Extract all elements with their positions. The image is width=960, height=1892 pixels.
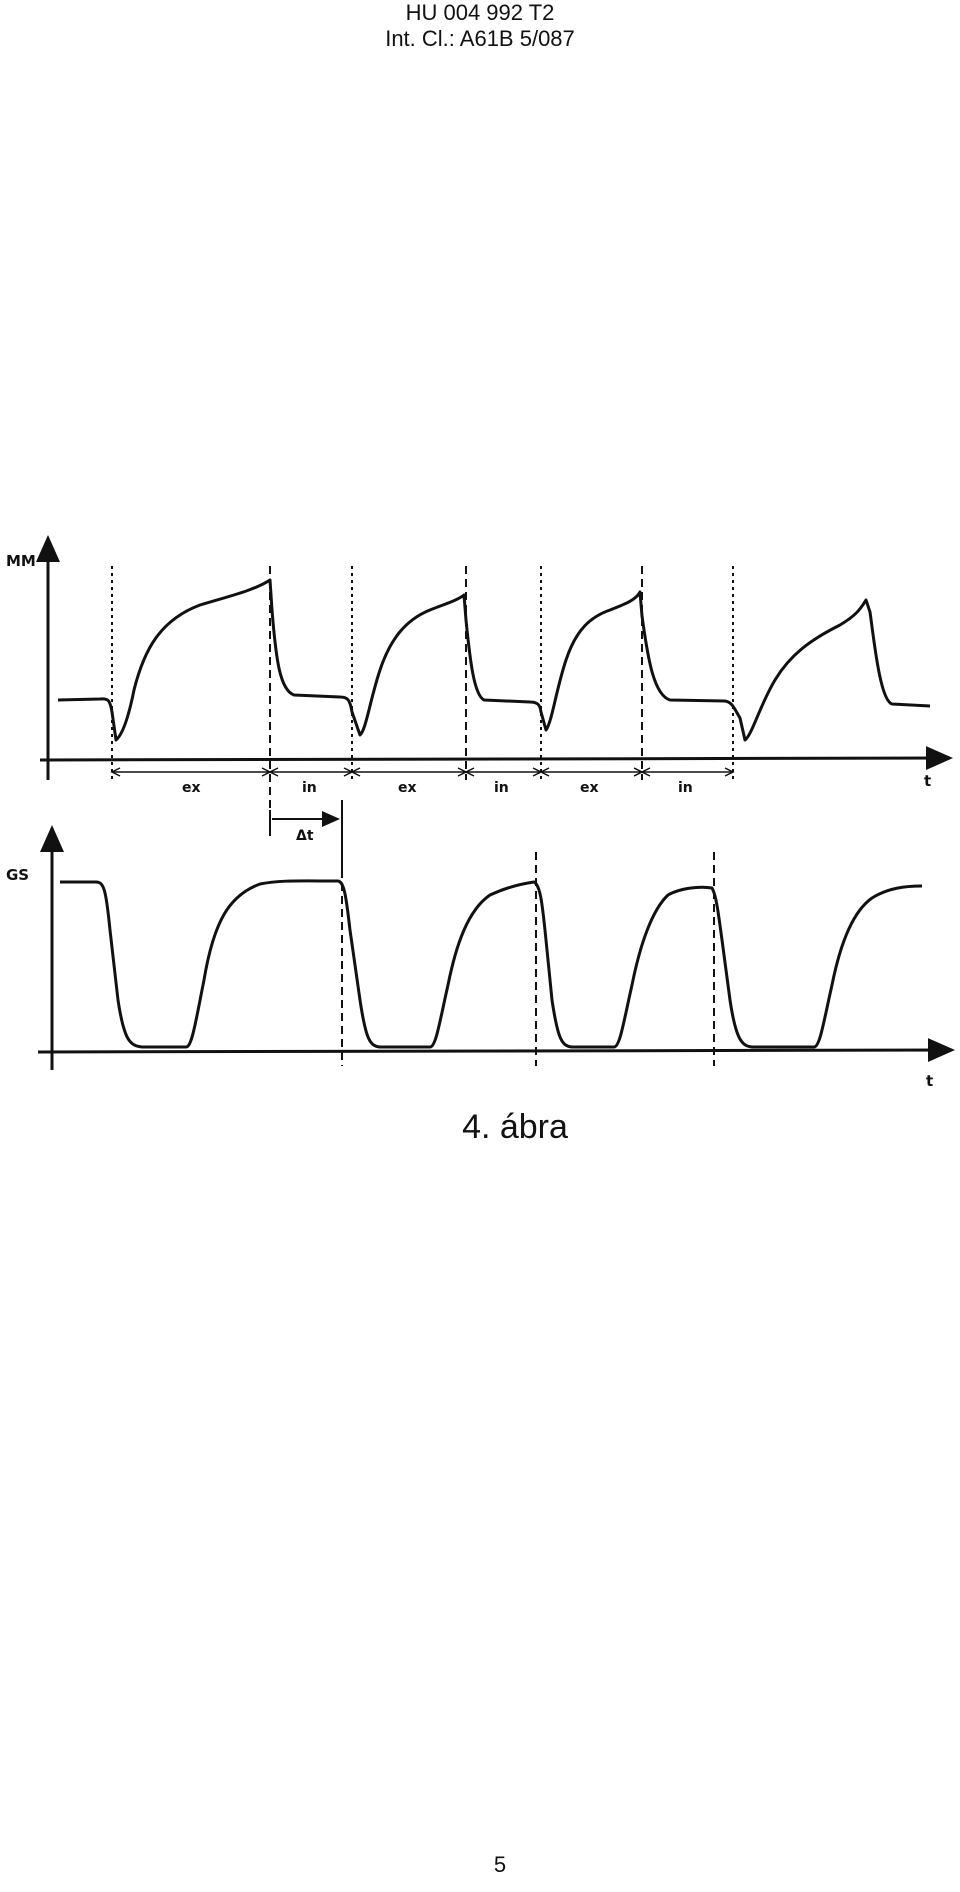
phase-label-ex: ex bbox=[398, 780, 417, 796]
phase-arrow-tick bbox=[110, 767, 121, 777]
figure-caption: 4. ábra bbox=[462, 1108, 568, 1146]
gs-waveform bbox=[60, 879, 923, 1049]
gs-x-label: t bbox=[926, 1072, 933, 1090]
gs-plot: GS t bbox=[6, 825, 955, 1090]
phase-label-ex: ex bbox=[580, 780, 599, 796]
delta-t-label: Δt bbox=[296, 828, 314, 844]
phase-label-in: in bbox=[302, 780, 317, 796]
patent-header: HU 004 992 T2 Int. Cl.: A61B 5/087 bbox=[0, 0, 960, 52]
gs-x-axis bbox=[37, 1038, 955, 1063]
phase-label-in: in bbox=[494, 780, 509, 796]
phase-arrow-tick bbox=[633, 767, 651, 777]
patent-number: HU 004 992 T2 bbox=[405, 0, 555, 25]
mm-x-label: t bbox=[924, 772, 931, 790]
patent-classification: Int. Cl.: A61B 5/087 bbox=[385, 26, 575, 51]
phase-label-in: in bbox=[678, 780, 693, 796]
mm-plot: MM t ex in ex in ex bbox=[6, 535, 953, 870]
mm-y-label: MM bbox=[6, 552, 36, 570]
mm-waveform bbox=[57, 578, 931, 742]
page-number: 5 bbox=[493, 1852, 507, 1877]
mm-x-axis bbox=[39, 746, 953, 771]
phase-label-ex: ex bbox=[182, 780, 201, 796]
phase-arrow-tick bbox=[532, 767, 550, 777]
waveform-figure: MM t ex in ex in ex bbox=[6, 535, 955, 1090]
phase-arrow-tick bbox=[343, 767, 361, 777]
phase-arrow-tick bbox=[457, 767, 475, 777]
phase-arrow-tick bbox=[261, 767, 279, 777]
gs-y-label: GS bbox=[6, 866, 29, 884]
phase-arrow-tick bbox=[724, 767, 735, 777]
